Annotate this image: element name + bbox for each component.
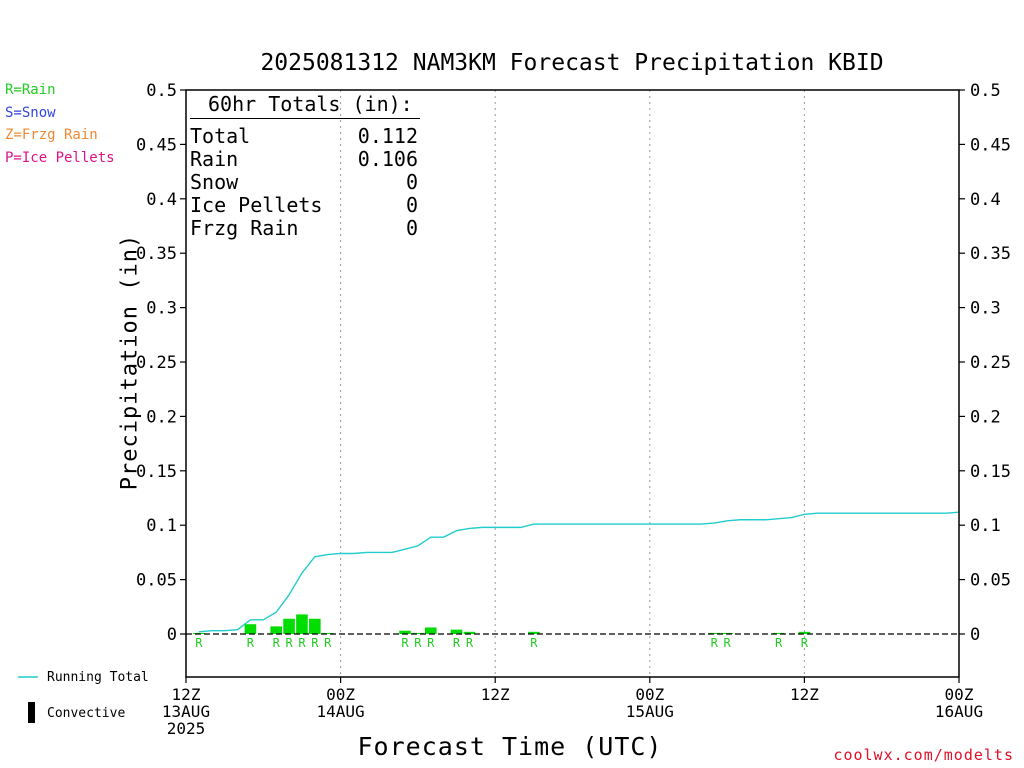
totals-value-total: 0.112 — [357, 124, 418, 148]
totals-label-rain: Rain — [190, 147, 239, 171]
y-tick-label-left: 0.35 — [136, 244, 177, 264]
ptype-marker-h46: R — [775, 636, 783, 650]
line-layer — [198, 511, 960, 633]
precip-bar-h7 — [270, 626, 282, 634]
totals-label-snow: Snow — [190, 170, 239, 194]
y-tick-label-left: 0 — [167, 625, 177, 645]
ptype-marker-h42: R — [723, 636, 731, 650]
precip-bar-h41 — [708, 632, 721, 634]
y-tick-label-left: 0.5 — [146, 81, 177, 101]
axes-layer — [180, 89, 965, 683]
ptype-marker-h21: R — [453, 636, 461, 650]
ptype-marker-h17: R — [401, 636, 409, 650]
ptype-marker-h18: R — [414, 636, 422, 650]
ptype-marker-h41: R — [711, 636, 719, 650]
legend-snow: S=Snow — [5, 105, 56, 121]
totals-label-ice-pellets: Ice Pellets — [190, 193, 323, 217]
y-tick-label-left: 0.15 — [136, 462, 177, 482]
y-tick-label-left: 0.2 — [146, 407, 177, 427]
y-tick-label-left: 0.1 — [146, 516, 177, 536]
y-tick-label-left: 0.3 — [146, 299, 177, 319]
x-tick-label-h36: 15AUG — [626, 702, 674, 721]
bars-layer — [193, 614, 811, 634]
y-tick-label-left: 0.4 — [146, 190, 177, 210]
ptype-marker-h7: R — [273, 636, 281, 650]
ptype-marker-h11: R — [324, 636, 332, 650]
x-tick-label-h48: 12Z — [790, 685, 819, 704]
y-tick-label-right: 0.4 — [970, 190, 1001, 210]
running-total-legend-label: Running Total — [47, 670, 149, 685]
precip-bar-h21 — [450, 629, 463, 634]
totals-value-frzg-rain: 0 — [405, 216, 418, 240]
precip-bar-h9 — [296, 614, 308, 634]
ptype-marker-h9: R — [298, 636, 306, 650]
plot-frame — [185, 89, 960, 678]
totals-value-snow: 0 — [405, 170, 418, 194]
totals-divider — [190, 118, 420, 119]
y-tick-label-right: 0.25 — [970, 353, 1011, 373]
ptype-marker-h5: R — [247, 636, 255, 650]
ptype-marker-h19: R — [427, 636, 435, 650]
totals-heading: 60hr Totals (in): — [208, 92, 413, 116]
totals-value-ice-pellets: 0 — [405, 193, 418, 217]
x-axis-label: Forecast Time (UTC) — [357, 732, 663, 761]
y-tick-label-right: 0.05 — [970, 571, 1011, 591]
x-tick-label-h60: 00Z — [945, 685, 974, 704]
legend-ice-pellets: P=Ice Pellets — [5, 150, 115, 166]
y-tick-label-right: 0.35 — [970, 244, 1011, 264]
totals-label-frzg-rain: Frzg Rain — [190, 216, 299, 240]
y-tick-label-right: 0.5 — [970, 81, 1001, 101]
totals-label-total: Total — [190, 124, 251, 148]
ptype-marker-h1: R — [195, 636, 203, 650]
precip-bar-h48 — [798, 631, 811, 634]
x-tick-label-h0: 12Z — [172, 685, 201, 704]
ptype-marker-h48: R — [801, 636, 809, 650]
precip-bar-h19 — [424, 627, 437, 634]
legend-freezing-rain: Z=Frzg Rain — [5, 127, 98, 143]
precip-bar-h22 — [463, 631, 476, 634]
precip-bar-h11 — [321, 632, 334, 634]
ptype-marker-h27: R — [530, 636, 538, 650]
ptype-marker-h8: R — [285, 636, 293, 650]
chart-title: 2025081312 NAM3KM Forecast Precipitation… — [260, 50, 884, 76]
precip-bar-h8 — [283, 618, 295, 634]
x-tick-label-h60: 16AUG — [935, 702, 983, 721]
y-tick-label-right: 0 — [970, 625, 980, 645]
labels-layer: R R R R R R R R R R R R R R R R R0 00.05 0.050.1 0.10.15 0.1… — [136, 81, 1011, 738]
convective-legend-label: Convective — [47, 706, 126, 721]
precip-bar-h5 — [244, 624, 257, 634]
totals-value-rain: 0.106 — [357, 147, 418, 171]
y-tick-label-right: 0.3 — [970, 299, 1001, 319]
running-total-line — [198, 511, 960, 633]
x-tick-label-h0: 2025 — [167, 719, 206, 738]
y-tick-label-right: 0.2 — [970, 407, 1001, 427]
y-tick-label-right: 0.1 — [970, 516, 1001, 536]
legend-swatches — [18, 676, 38, 723]
x-tick-label-h24: 12Z — [481, 685, 510, 704]
precip-bar-h18 — [412, 632, 424, 634]
y-tick-label-left: 0.05 — [136, 571, 177, 591]
y-tick-label-right: 0.15 — [970, 462, 1011, 482]
x-tick-label-h12: 00Z — [326, 685, 355, 704]
grid-layer — [340, 90, 805, 677]
x-tick-label-h36: 00Z — [635, 685, 664, 704]
legend-rain: R=Rain — [5, 82, 56, 98]
x-tick-label-h12: 14AUG — [317, 702, 365, 721]
precip-bar-h46 — [772, 632, 785, 634]
y-tick-label-left: 0.25 — [136, 353, 177, 373]
precip-bar-h10 — [309, 618, 321, 634]
precip-bar-h27 — [528, 631, 540, 634]
x-tick-label-h0: 13AUG — [162, 702, 210, 721]
convective-swatch — [28, 702, 35, 723]
precip-bar-h17 — [399, 630, 411, 634]
ptype-marker-h10: R — [311, 636, 319, 650]
ptype-marker-h22: R — [466, 636, 474, 650]
credit-link[interactable]: coolwx.com/modelts — [833, 746, 1014, 764]
y-tick-label-right: 0.45 — [970, 135, 1011, 155]
y-tick-label-left: 0.45 — [136, 135, 177, 155]
